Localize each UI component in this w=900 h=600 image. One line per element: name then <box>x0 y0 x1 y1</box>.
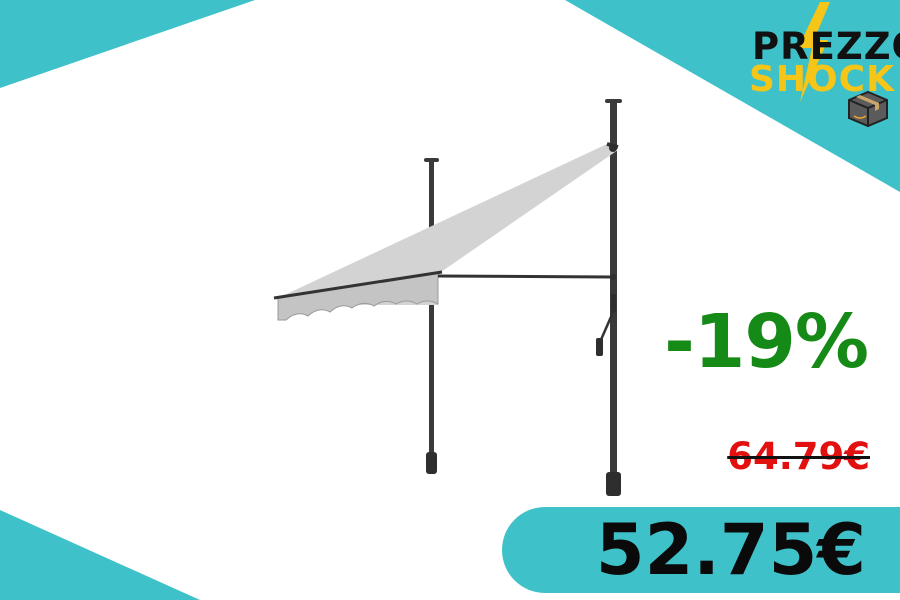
lightning-bolt-icon <box>798 2 830 102</box>
bottom-left-teal-corner <box>0 510 200 600</box>
price-banner: 52.75€ <box>502 507 900 593</box>
logo-text-prezzo: PREZZO <box>752 25 900 68</box>
current-price: 52.75€ <box>595 509 866 591</box>
old-price-strikethrough: 64.79€ <box>727 435 870 478</box>
amazon-box-icon <box>848 90 888 128</box>
top-left-teal-corner <box>0 0 255 88</box>
retractable-awning-illustration <box>273 99 622 496</box>
discount-percentage: -19% <box>664 299 869 385</box>
logo-text-shock: SHOCK <box>749 59 895 100</box>
